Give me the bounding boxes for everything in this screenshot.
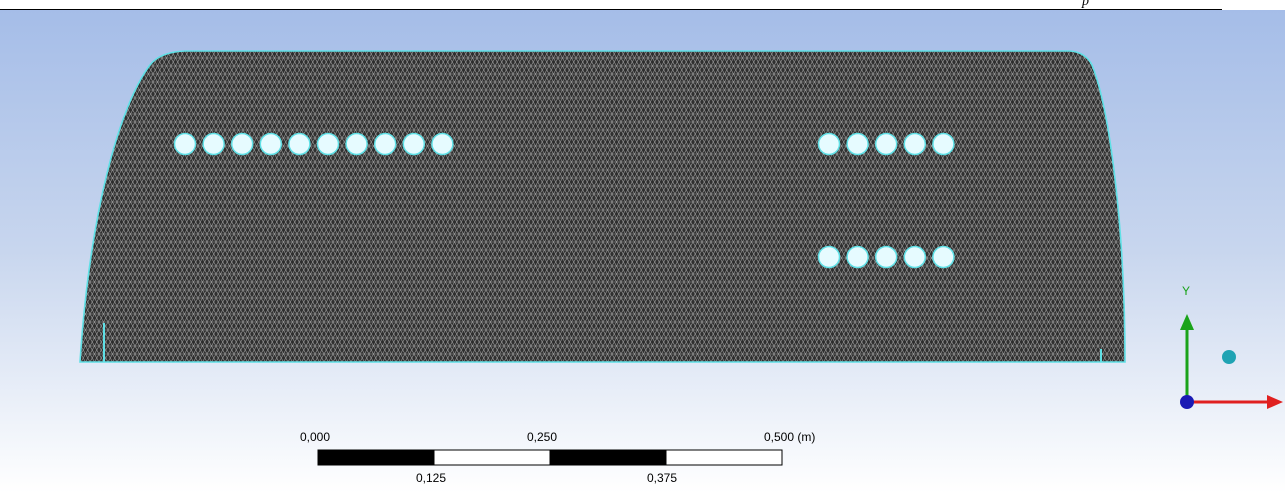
upper-left-row-hole (202, 132, 225, 156)
lower-right-row-hole (903, 245, 927, 269)
upper-right-row-hole (932, 132, 955, 156)
scale-bar (317, 449, 783, 466)
scale-segment-4 (665, 449, 783, 466)
y-axis-arrowhead (1180, 314, 1194, 330)
upper-left-row-hole (316, 132, 340, 156)
z-axis-origin (1180, 395, 1194, 409)
scale-segment-1 (317, 449, 435, 466)
y-axis-label: Y (1182, 284, 1190, 298)
graphics-viewport[interactable]: 0,000 0,250 0,500 (m) 0,125 0,375 Y (0, 10, 1285, 493)
scale-segment-2 (433, 449, 551, 466)
mesh-view (79, 50, 1126, 466)
upper-left-row-hole (431, 132, 454, 156)
upper-left-row-hole (230, 132, 254, 156)
scale-label-375: 0,375 (647, 471, 678, 485)
triad-center-marker (1222, 350, 1236, 364)
upper-left-row-hole (288, 132, 311, 156)
upper-left-row-hole (373, 132, 397, 156)
upper-right-row-hole (874, 132, 898, 156)
upper-right-row-hole (817, 132, 841, 156)
upper-left-row-hole (402, 132, 426, 156)
lower-right-row-hole (932, 245, 955, 269)
scale-label-0: 0,000 (300, 430, 331, 444)
page-header-mark: p (1082, 0, 1089, 9)
axis-triad[interactable]: Y (1172, 280, 1285, 425)
upper-left-row-hole (173, 132, 197, 156)
x-axis-arrowhead (1267, 395, 1283, 409)
scale-label-125: 0,125 (416, 471, 447, 485)
lower-right-row-hole (846, 245, 869, 269)
lower-right-row-hole (817, 245, 841, 269)
mesh-triangles (80, 51, 1125, 362)
upper-left-row-hole (259, 132, 283, 156)
upper-right-row-hole (903, 132, 927, 156)
upper-left-row-hole (345, 132, 368, 156)
mesh-boundary (79, 50, 1126, 363)
scale-segment-3 (549, 449, 667, 466)
upper-right-row-hole (846, 132, 869, 156)
page-header-rule (0, 0, 1222, 10)
hole-group (173, 132, 955, 269)
lower-right-row-hole (874, 245, 898, 269)
scale-label-250: 0,250 (527, 430, 558, 444)
scale-label-500: 0,500 (m) (764, 430, 816, 444)
